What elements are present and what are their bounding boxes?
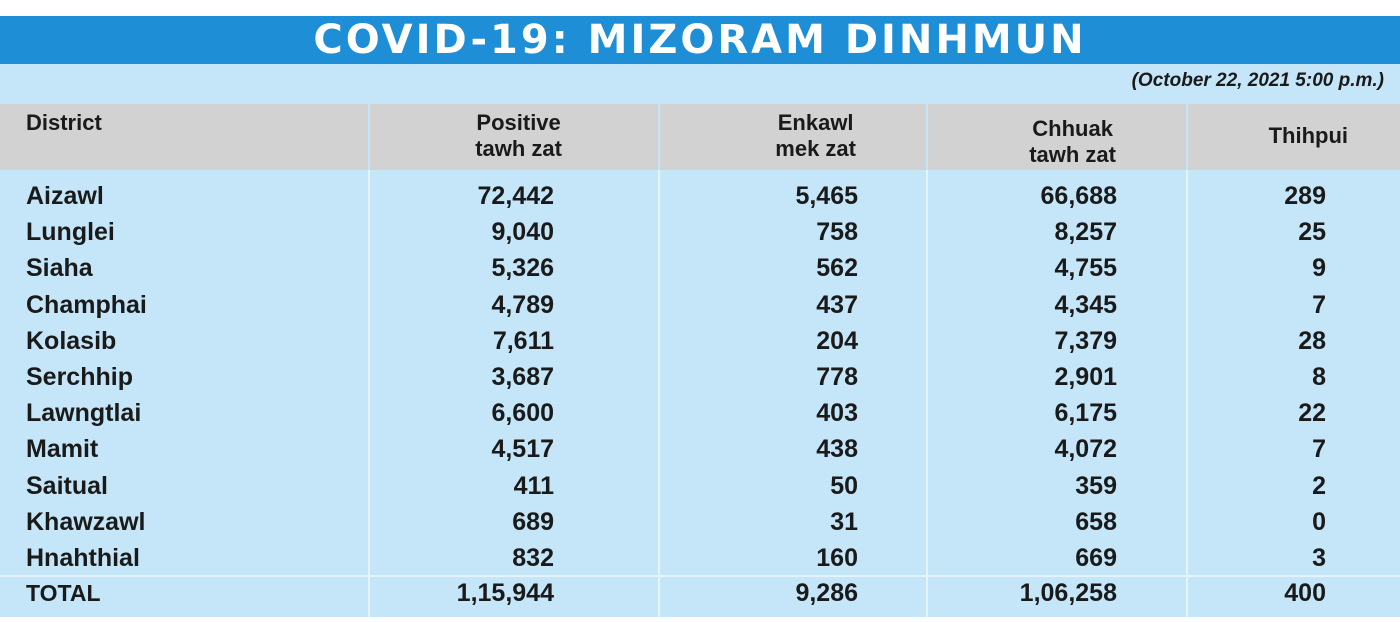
- cell-enkawl: 403: [816, 399, 858, 428]
- cell-positive: 7,611: [492, 326, 554, 355]
- cell-positive: 411: [513, 471, 554, 500]
- cell-district: Serchhip: [26, 363, 133, 391]
- cell-enkawl: 204: [816, 326, 858, 355]
- total-enkawl: 9,286: [795, 579, 858, 607]
- cell-enkawl: 778: [816, 363, 858, 391]
- table-row: Champhai 4,789 437 4,345 7: [0, 287, 1400, 323]
- header-cell-chhuak: Chhuak tawh zat: [928, 104, 1186, 170]
- table-row: Mamit 4,517 438 4,072 7: [0, 431, 1400, 467]
- title-banner: COVID-19: MIZORAM DINHMUN: [0, 16, 1400, 64]
- cell-thihpui: 28: [1298, 326, 1326, 355]
- cell-positive: 3,687: [491, 363, 554, 391]
- total-positive: 1,15,944: [456, 579, 554, 607]
- header-district: District: [26, 110, 102, 135]
- header-cell-thihpui: Thihpui: [1188, 104, 1400, 170]
- table-row: Lawngtlai 6,600 403 6,175 22: [0, 395, 1400, 431]
- header-cell-positive: Positive tawh zat: [370, 104, 658, 170]
- cell-district: Lawngtlai: [26, 399, 142, 428]
- cell-positive: 4,789: [491, 290, 554, 319]
- cell-district: Kolasib: [26, 326, 117, 355]
- cell-chhuak: 669: [1075, 544, 1117, 572]
- total-row: TOTAL 1,15,944 9,286 1,06,258 400: [0, 575, 1400, 611]
- column-divider: [658, 170, 660, 617]
- cell-enkawl: 758: [816, 218, 858, 247]
- cell-chhuak: 6,175: [1054, 399, 1117, 428]
- cell-thihpui: 2: [1312, 471, 1326, 500]
- table-header: District Positive tawh zat Enkawl mek za…: [0, 104, 1400, 170]
- cell-enkawl: 50: [830, 471, 858, 500]
- cell-enkawl: 437: [816, 290, 858, 319]
- cell-chhuak: 8,257: [1054, 218, 1117, 247]
- cell-thihpui: 289: [1284, 182, 1326, 210]
- page-title: COVID-19: MIZORAM DINHMUN: [313, 17, 1087, 63]
- total-divider: [0, 575, 1400, 577]
- cell-district: Aizawl: [26, 182, 104, 210]
- header-positive: Positive tawh zat: [475, 110, 562, 161]
- table-row: Lunglei 9,040 758 8,257 25: [0, 214, 1400, 250]
- header-enkawl: Enkawl mek zat: [775, 110, 856, 161]
- cell-chhuak: 658: [1075, 507, 1117, 536]
- cell-enkawl: 31: [830, 507, 858, 536]
- cell-chhuak: 4,072: [1054, 435, 1117, 464]
- cell-district: Hnahthial: [26, 544, 140, 572]
- date-stamp: (October 22, 2021 5:00 p.m.): [1131, 70, 1384, 91]
- header-thihpui: Thihpui: [1268, 123, 1348, 148]
- total-thihpui: 400: [1284, 579, 1326, 607]
- column-divider: [926, 170, 928, 617]
- cell-district: Champhai: [26, 290, 147, 319]
- table-row: Aizawl 72,442 5,465 66,688 289: [0, 178, 1400, 214]
- table-row: Hnahthial 832 160 669 3: [0, 540, 1400, 576]
- table-row: Siaha 5,326 562 4,755 9: [0, 250, 1400, 286]
- cell-thihpui: 7: [1312, 435, 1326, 464]
- cell-chhuak: 359: [1075, 471, 1117, 500]
- cell-thihpui: 25: [1298, 218, 1326, 247]
- cell-thihpui: 22: [1298, 399, 1326, 428]
- cell-enkawl: 5,465: [795, 182, 858, 210]
- cell-positive: 5,326: [491, 254, 554, 283]
- column-divider: [368, 170, 370, 617]
- table-row: Saitual 411 50 359 2: [0, 468, 1400, 504]
- header-cell-enkawl: Enkawl mek zat: [660, 104, 926, 170]
- cell-positive: 6,600: [491, 399, 554, 428]
- cell-district: Khawzawl: [26, 507, 146, 536]
- cell-chhuak: 66,688: [1040, 182, 1117, 210]
- cell-thihpui: 7: [1312, 290, 1326, 319]
- cell-positive: 9,040: [491, 218, 554, 247]
- cell-enkawl: 160: [816, 544, 858, 572]
- cell-chhuak: 4,755: [1054, 254, 1117, 283]
- cell-thihpui: 0: [1312, 507, 1326, 536]
- column-divider: [1186, 170, 1188, 617]
- cell-positive: 4,517: [491, 435, 554, 464]
- cell-chhuak: 7,379: [1054, 326, 1117, 355]
- cell-positive: 832: [512, 544, 554, 572]
- cell-positive: 72,442: [477, 182, 554, 210]
- header-chhuak: Chhuak tawh zat: [1029, 116, 1116, 167]
- cell-district: Mamit: [26, 435, 99, 464]
- cell-district: Saitual: [26, 471, 108, 500]
- cell-thihpui: 9: [1312, 254, 1326, 283]
- header-cell-district: District: [0, 104, 368, 170]
- cell-district: Lunglei: [26, 218, 115, 247]
- cell-positive: 689: [512, 507, 554, 536]
- total-chhuak: 1,06,258: [1019, 579, 1117, 607]
- cell-enkawl: 562: [816, 254, 858, 283]
- cell-chhuak: 4,345: [1054, 290, 1117, 319]
- cell-chhuak: 2,901: [1054, 363, 1117, 391]
- total-label: TOTAL: [26, 580, 101, 606]
- cell-enkawl: 438: [816, 435, 858, 464]
- table-row: Serchhip 3,687 778 2,901 8: [0, 359, 1400, 395]
- cell-thihpui: 8: [1312, 363, 1326, 391]
- table-row: Khawzawl 689 31 658 0: [0, 504, 1400, 540]
- cell-thihpui: 3: [1312, 544, 1326, 572]
- cell-district: Siaha: [26, 254, 93, 283]
- table-row: Kolasib 7,611 204 7,379 28: [0, 323, 1400, 359]
